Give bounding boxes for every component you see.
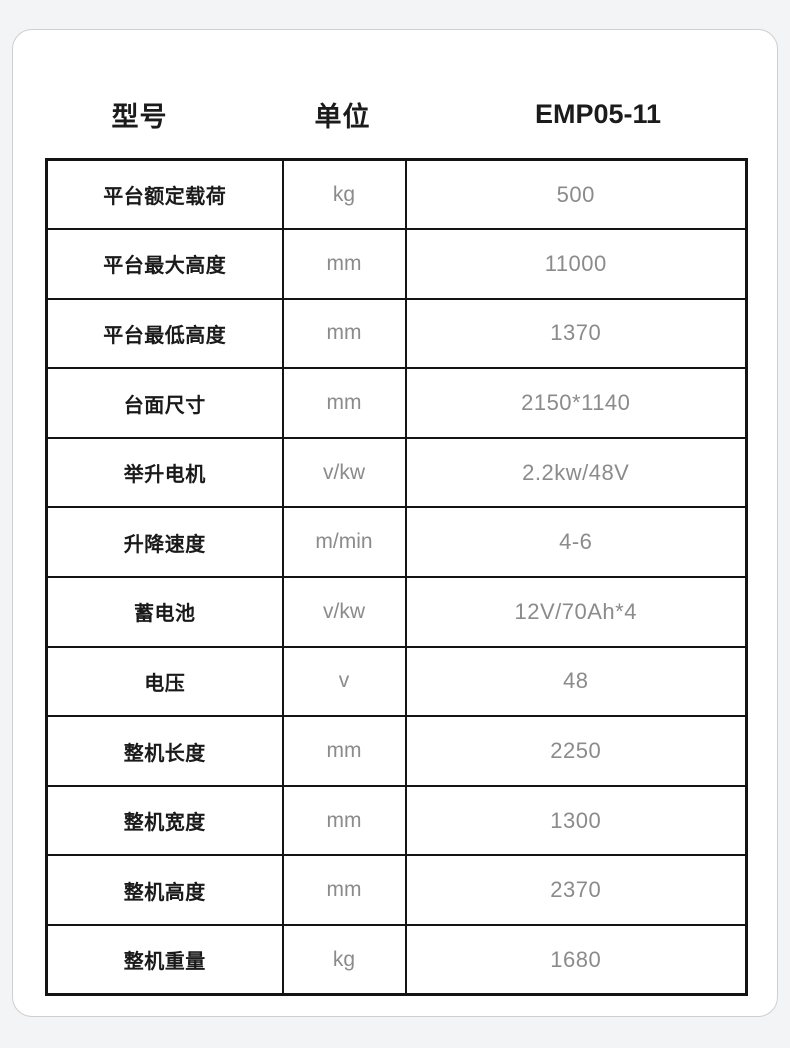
row-label: 整机高度 bbox=[45, 854, 284, 927]
table-row: 整机宽度 mm 1300 bbox=[45, 784, 748, 857]
row-label: 平台最低高度 bbox=[45, 297, 284, 370]
table-row: 台面尺寸 mm 2150*1140 bbox=[45, 367, 748, 439]
table-row: 整机重量 kg 1680 bbox=[45, 924, 748, 996]
row-value: 1300 bbox=[404, 784, 748, 857]
table-row: 举升电机 v/kw 2.2kw/48V bbox=[45, 436, 748, 509]
table-row: 电压 v 48 bbox=[45, 645, 748, 718]
row-value: 2250 bbox=[404, 715, 748, 787]
header-unit-label: 单位 bbox=[314, 101, 371, 132]
table-row: 蓄电池 v/kw 12V/70Ah*4 bbox=[45, 576, 748, 648]
row-value: 1370 bbox=[404, 297, 748, 370]
row-value: 500 bbox=[404, 158, 748, 231]
row-unit: mm bbox=[281, 228, 407, 300]
row-label: 举升电机 bbox=[45, 436, 284, 509]
row-unit: kg bbox=[281, 158, 407, 231]
table-row: 整机高度 mm 2370 bbox=[45, 854, 748, 927]
row-unit: kg bbox=[281, 924, 407, 996]
header-model-value: EMP05-11 bbox=[534, 98, 662, 129]
row-label: 蓄电池 bbox=[45, 576, 284, 648]
table-row: 升降速度 m/min 4-6 bbox=[45, 506, 748, 579]
spec-table-body: 平台额定载荷 kg 500 平台最大高度 mm 11000 平台最低高度 mm … bbox=[45, 158, 748, 996]
row-unit: mm bbox=[281, 784, 407, 857]
table-row: 平台最低高度 mm 1370 bbox=[45, 297, 748, 370]
row-unit: mm bbox=[281, 715, 407, 787]
row-label: 台面尺寸 bbox=[45, 367, 284, 439]
row-value: 2150*1140 bbox=[404, 367, 748, 439]
row-label: 平台额定载荷 bbox=[45, 158, 284, 231]
row-unit: v bbox=[281, 645, 407, 718]
row-value: 2.2kw/48V bbox=[404, 436, 748, 509]
row-unit: m/min bbox=[281, 506, 407, 579]
row-value: 48 bbox=[404, 645, 748, 718]
row-unit: mm bbox=[281, 367, 407, 439]
table-row: 平台额定载荷 kg 500 bbox=[45, 158, 748, 231]
row-unit: mm bbox=[281, 854, 407, 927]
row-label: 整机宽度 bbox=[45, 784, 284, 857]
row-unit: v/kw bbox=[281, 436, 407, 509]
row-value: 4-6 bbox=[404, 506, 748, 579]
row-label: 整机重量 bbox=[45, 924, 284, 996]
row-unit: mm bbox=[281, 297, 407, 370]
row-label: 升降速度 bbox=[45, 506, 284, 579]
row-label: 整机长度 bbox=[45, 715, 284, 787]
row-unit: v/kw bbox=[281, 576, 407, 648]
row-value: 12V/70Ah*4 bbox=[404, 576, 748, 648]
table-row: 整机长度 mm 2250 bbox=[45, 715, 748, 787]
spec-card: 型号 单位 EMP05-11 平台额定载荷 kg 500 平台最大高度 mm 1… bbox=[12, 29, 778, 1017]
row-value: 11000 bbox=[404, 228, 748, 300]
table-row: 平台最大高度 mm 11000 bbox=[45, 228, 748, 300]
spec-table: 平台额定载荷 kg 500 平台最大高度 mm 11000 平台最低高度 mm … bbox=[45, 158, 748, 997]
row-label: 平台最大高度 bbox=[45, 228, 284, 300]
row-label: 电压 bbox=[45, 645, 284, 718]
row-value: 1680 bbox=[404, 924, 748, 996]
row-value: 2370 bbox=[404, 854, 748, 927]
header-model-label: 型号 bbox=[111, 101, 168, 132]
spec-header-row: 型号 单位 EMP05-11 bbox=[45, 30, 745, 134]
